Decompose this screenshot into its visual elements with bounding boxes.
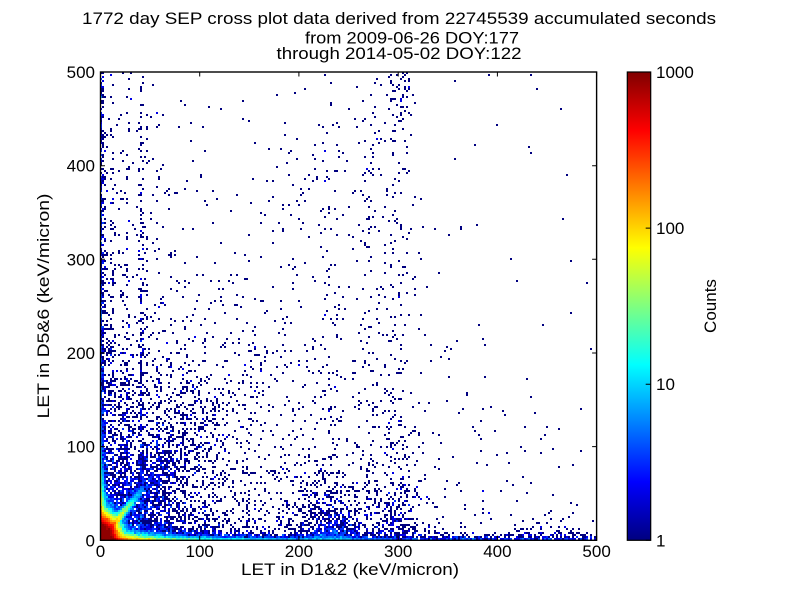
svg-text:400: 400: [483, 542, 511, 561]
svg-text:through 2014-05-02 DOY:122: through 2014-05-02 DOY:122: [277, 44, 522, 63]
svg-text:10: 10: [656, 375, 675, 394]
svg-text:400: 400: [67, 157, 95, 176]
svg-text:500: 500: [67, 63, 95, 82]
svg-text:0: 0: [86, 531, 95, 550]
svg-text:0: 0: [96, 542, 105, 561]
svg-text:1: 1: [656, 531, 665, 550]
svg-text:200: 200: [67, 344, 95, 363]
svg-text:100: 100: [67, 438, 95, 457]
svg-text:200: 200: [285, 542, 313, 561]
svg-text:100: 100: [186, 542, 214, 561]
svg-text:100: 100: [656, 219, 684, 238]
svg-text:300: 300: [67, 250, 95, 269]
svg-text:LET in D5&6 (keV/micron): LET in D5&6 (keV/micron): [34, 194, 53, 419]
svg-text:300: 300: [384, 542, 412, 561]
svg-text:Counts: Counts: [701, 279, 720, 333]
svg-text:500: 500: [582, 542, 610, 561]
svg-text:from 2009-06-26 DOY:177: from 2009-06-26 DOY:177: [305, 29, 519, 48]
svg-text:1000: 1000: [656, 63, 694, 82]
svg-text:LET in D1&2 (keV/micron): LET in D1&2 (keV/micron): [241, 560, 459, 579]
svg-text:1772 day SEP cross plot data d: 1772 day SEP cross plot data derived fro…: [82, 9, 716, 28]
